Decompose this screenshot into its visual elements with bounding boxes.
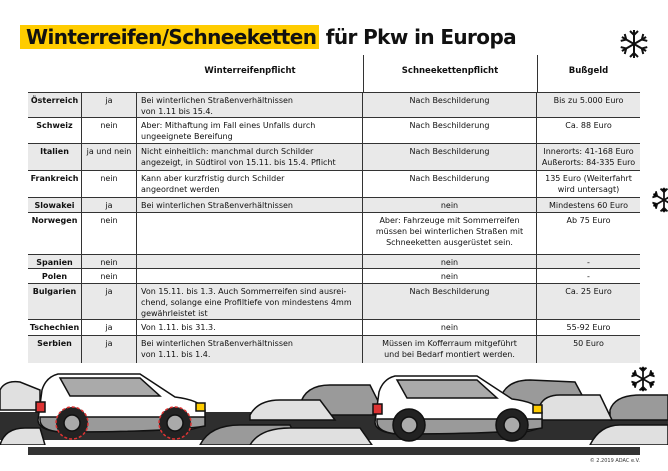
header-winter-tyres: Winterreifenpflicht	[204, 66, 296, 76]
copyright: © 2.2019 ADAC e.V.	[589, 458, 640, 464]
detail-cell	[137, 213, 363, 254]
car	[372, 375, 543, 442]
fine-cell: Innerorts: 41-168 Euro Außerorts: 84-335…	[541, 147, 636, 167]
obligation-cell: nein	[82, 213, 137, 254]
fine-cell: 55-92 Euro	[566, 323, 611, 332]
header-snow-chains: Schneekettenpflicht	[401, 66, 499, 76]
obligation-cell: ja	[82, 284, 137, 319]
snowflake-icon	[650, 186, 668, 214]
table-row: Bulgarien ja Von 15.11. bis 1.3. Auch Somm…	[28, 283, 640, 319]
chains-cell: Nach Beschilderung	[363, 144, 537, 170]
footer-bar	[28, 447, 640, 455]
detail-cell: Nicht einheitlich: manchmal durch Schild…	[137, 144, 363, 170]
fine-cell: -	[587, 258, 590, 267]
divider	[363, 55, 364, 92]
obligation-cell: nein	[82, 118, 137, 143]
detail-cell: Kann aber kurzfristig durch Schilder ang…	[137, 171, 363, 197]
country-cell: Serbien	[28, 336, 82, 363]
table-row: Spanien nein nein -	[28, 254, 640, 268]
obligation-cell: ja	[82, 93, 137, 117]
fine-cell: Ab 75 Euro	[566, 216, 611, 225]
obligation-cell: ja	[82, 198, 137, 212]
country-cell: Polen	[28, 269, 82, 283]
detail-cell: Von 1.11. bis 31.3.	[137, 320, 363, 335]
car-with-snow-chains	[35, 373, 206, 440]
fine-cell: Ca. 25 Euro	[565, 287, 612, 296]
table-row: Österreich ja Bei winterlichen Straßenverh…	[28, 92, 640, 117]
chains-cell: nein	[363, 255, 537, 268]
country-cell: Spanien	[28, 255, 82, 268]
snowflake-icon	[618, 30, 650, 59]
chains-cell: nein	[363, 198, 537, 212]
page-title: Winterreifen/Schneeketten für Pkw in Eur…	[20, 22, 517, 52]
country-cell: Schweiz	[28, 118, 82, 143]
country-cell: Norwegen	[28, 213, 82, 254]
table-row: Frankreich nein Kann aber kurzfristig durc…	[28, 170, 640, 197]
table-row: Polen nein nein -	[28, 268, 640, 283]
table-row: Serbien ja Bei winterlichen Straßenverhält…	[28, 335, 640, 363]
fine-cell: Mindestens 60 Euro	[548, 201, 629, 210]
chains-cell: Müssen im Kofferraum mitgeführt und bei …	[363, 336, 537, 363]
table-row: Norwegen nein Aber: Fahrzeuge mit Sommerre…	[28, 212, 640, 254]
obligation-cell: ja und nein	[82, 144, 137, 170]
country-cell: Bulgarien	[28, 284, 82, 319]
chains-cell: Aber: Fahrzeuge mit Sommerreifen müssen …	[363, 213, 537, 254]
obligation-cell: ja	[82, 336, 137, 363]
obligation-cell: ja	[82, 320, 137, 335]
detail-cell: Bei winterlichen Straßenverhältnissen vo…	[137, 336, 363, 363]
fine-cell: Ca. 88 Euro	[565, 121, 612, 130]
table-row: Italien ja und nein Nicht einheitlich: man…	[28, 143, 640, 170]
divider	[537, 55, 538, 92]
country-cell: Frankreich	[28, 171, 82, 197]
detail-cell: Aber: Mithaftung im Fall eines Unfalls d…	[137, 118, 363, 143]
fine-cell: 135 Euro (Weiterfahrt wird untersagt)	[545, 174, 632, 194]
detail-cell: Von 15.11. bis 1.3. Auch Sommerreifen si…	[137, 284, 363, 319]
obligation-cell: nein	[82, 269, 137, 283]
traffic-illustration	[0, 373, 668, 445]
chains-cell: nein	[363, 320, 537, 335]
header-fine: Bußgeld	[568, 66, 609, 76]
detail-cell	[137, 269, 363, 283]
country-cell: Slowakei	[28, 198, 82, 212]
obligation-cell: nein	[82, 255, 137, 268]
obligation-cell: nein	[82, 171, 137, 197]
country-cell: Tschechien	[28, 320, 82, 335]
chains-cell: Nach Beschilderung	[363, 118, 537, 143]
fine-cell: Bis zu 5.000 Euro	[553, 96, 624, 105]
chains-cell: nein	[363, 269, 537, 283]
chains-cell: Nach Beschilderung	[363, 93, 537, 117]
country-cell: Italien	[28, 144, 82, 170]
table-row: Tschechien ja Von 1.11. bis 31.3. nein 55-92…	[28, 319, 640, 335]
chains-cell: Nach Beschilderung	[363, 171, 537, 197]
fine-cell: 50 Euro	[573, 339, 604, 348]
fine-cell: -	[587, 272, 590, 281]
title-rest: für Pkw in Europa	[319, 25, 517, 49]
chains-cell: Nach Beschilderung	[363, 284, 537, 319]
detail-cell: Bei winterlichen Straßenverhältnissen vo…	[137, 93, 363, 117]
detail-cell	[137, 255, 363, 268]
title-highlight: Winterreifen/Schneeketten	[20, 25, 320, 49]
detail-cell: Bei winterlichen Straßenverhältnissen	[137, 198, 363, 212]
table-row: Slowakei ja Bei winterlichen Straßenverhäl…	[28, 197, 640, 212]
table-row: Schweiz nein Aber: Mithaftung im Fall eine…	[28, 117, 640, 143]
country-cell: Österreich	[28, 93, 82, 117]
